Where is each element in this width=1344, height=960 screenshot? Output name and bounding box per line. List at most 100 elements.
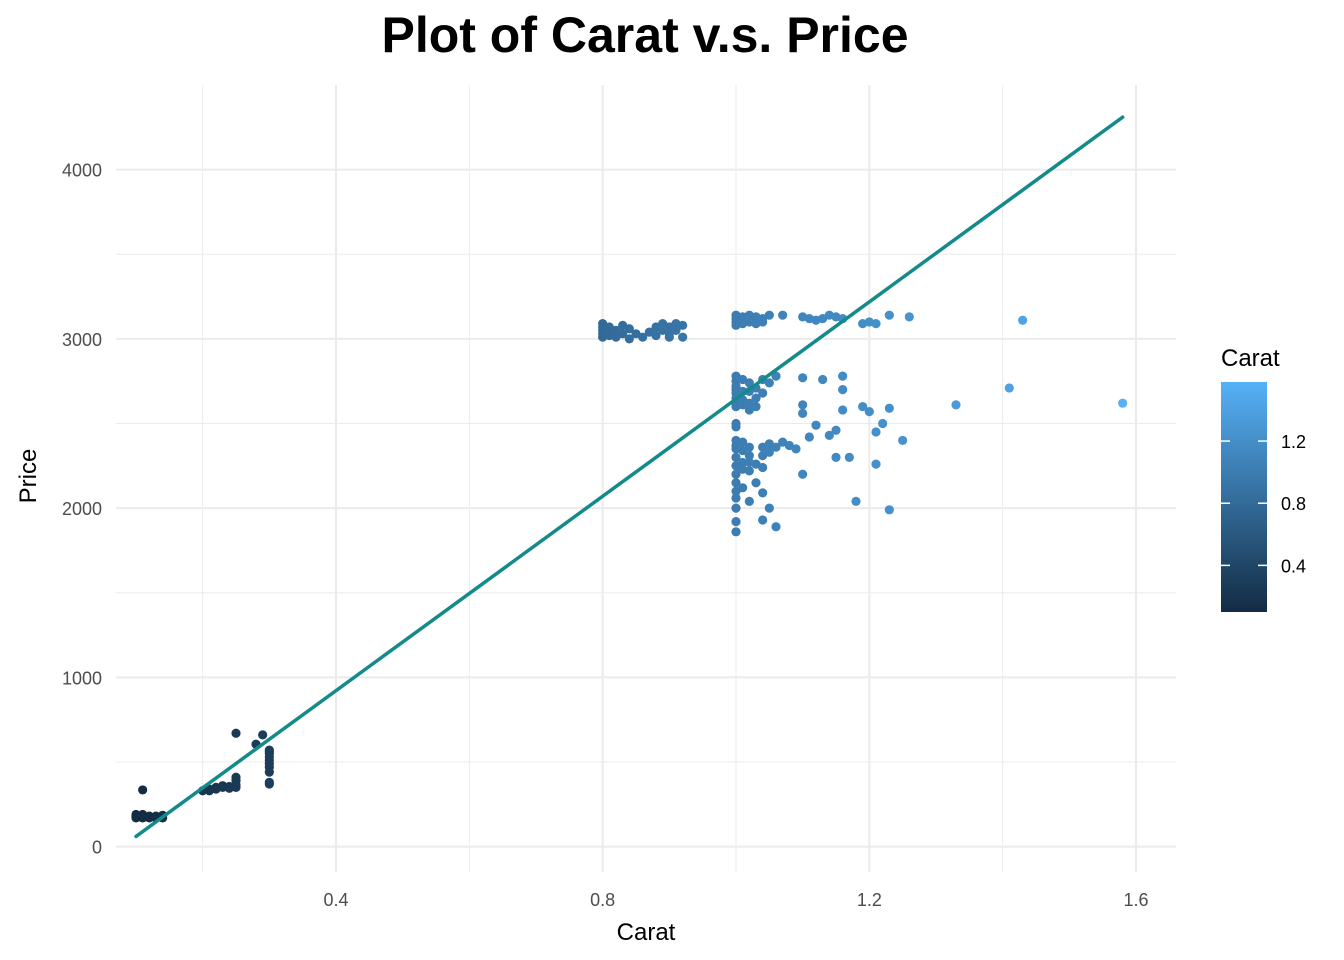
data-point: [878, 418, 888, 429]
data-point: [731, 503, 741, 513]
data-point: [751, 478, 761, 488]
y-tick-label: 3000: [62, 330, 102, 350]
data-point: [811, 420, 821, 430]
legend-tick-label: 1.2: [1281, 432, 1306, 452]
data-point: [744, 451, 754, 461]
data-point: [884, 310, 894, 320]
data-point: [731, 478, 741, 488]
data-point: [738, 457, 748, 468]
data-point: [764, 310, 774, 320]
data-point: [831, 452, 841, 462]
data-point: [798, 408, 808, 418]
y-tick-label: 2000: [62, 499, 102, 519]
data-point: [771, 442, 781, 452]
data-point: [798, 400, 808, 410]
data-point: [231, 776, 241, 786]
data-point: [871, 459, 881, 469]
fit-line: [134, 115, 1125, 839]
data-point: [831, 425, 841, 435]
data-point: [791, 444, 801, 454]
data-point: [758, 388, 768, 398]
legend-colorbar: [1221, 382, 1267, 612]
data-point: [751, 393, 761, 403]
data-point: [1018, 315, 1028, 325]
data-point: [1004, 383, 1014, 393]
x-tick-labels: 0.4 0.8 1.2 1.6: [323, 890, 1148, 910]
x-tick-label: 0.4: [323, 890, 348, 910]
data-point: [678, 332, 688, 342]
x-tick-label: 1.6: [1123, 890, 1148, 910]
data-point: [731, 452, 741, 462]
data-point: [651, 330, 661, 341]
data-point: [804, 432, 814, 442]
color-legend: Carat 0.4 0.8 1.2: [1221, 345, 1306, 612]
data-point: [851, 496, 861, 506]
data-points: [131, 310, 1128, 823]
data-point: [798, 469, 808, 479]
data-point: [904, 312, 914, 322]
data-point: [871, 319, 881, 329]
data-point: [838, 385, 848, 395]
data-point: [758, 515, 768, 525]
data-point: [1118, 398, 1128, 408]
data-point: [638, 332, 648, 342]
y-tick-label: 1000: [62, 668, 102, 688]
data-point: [751, 401, 761, 412]
data-point: [618, 329, 628, 339]
y-tick-label: 0: [92, 838, 102, 858]
y-tick-labels: 0 1000 2000 3000 4000: [62, 161, 102, 858]
data-point: [258, 730, 268, 740]
data-point: [884, 403, 894, 413]
data-point: [844, 452, 854, 462]
data-point: [744, 442, 754, 452]
data-point: [731, 527, 741, 537]
legend-title: Carat: [1221, 345, 1280, 372]
data-point: [671, 325, 681, 336]
data-point: [771, 371, 781, 381]
chart-title: Plot of Carat v.s. Price: [381, 7, 909, 63]
x-tick-label: 0.8: [590, 890, 615, 910]
data-point: [744, 496, 754, 506]
data-point: [764, 378, 774, 388]
data-point: [624, 334, 634, 344]
data-point: [778, 310, 788, 320]
data-point: [624, 324, 634, 334]
data-point: [818, 374, 828, 385]
data-point: [858, 401, 868, 412]
data-point: [264, 779, 274, 789]
legend-tick-label: 0.8: [1281, 494, 1306, 514]
data-point: [951, 400, 961, 410]
data-point: [764, 503, 774, 513]
legend-tick-label: 0.4: [1281, 556, 1306, 576]
data-point: [731, 493, 741, 503]
data-point: [731, 422, 741, 432]
data-point: [744, 378, 754, 388]
data-point: [731, 469, 741, 479]
data-point: [838, 371, 848, 381]
data-point: [871, 427, 881, 437]
data-point: [824, 430, 834, 440]
y-tick-label: 4000: [62, 161, 102, 181]
minor-gridlines: [116, 85, 1176, 872]
data-point: [218, 782, 228, 792]
data-point: [758, 488, 768, 498]
data-point: [731, 517, 741, 527]
data-point: [231, 728, 241, 738]
x-axis-label: Carat: [617, 919, 676, 946]
data-point: [838, 405, 848, 415]
data-point: [738, 437, 748, 447]
data-point: [898, 435, 908, 446]
data-point: [738, 483, 748, 493]
data-point: [758, 462, 768, 473]
data-point: [744, 466, 754, 476]
y-axis-label: Price: [15, 449, 42, 504]
data-point: [884, 505, 894, 515]
x-tick-label: 1.2: [857, 890, 882, 910]
data-point: [798, 373, 808, 383]
data-point: [764, 447, 774, 457]
legend-ticks: 0.4 0.8 1.2: [1221, 432, 1306, 576]
data-point: [771, 522, 781, 532]
major-gridlines: [116, 85, 1176, 872]
data-point: [678, 320, 688, 330]
